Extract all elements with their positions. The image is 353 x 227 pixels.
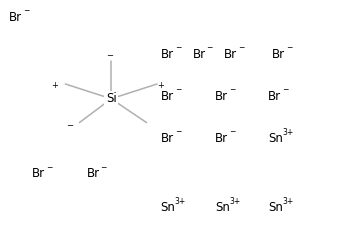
Text: Br: Br xyxy=(215,132,228,145)
Text: Br: Br xyxy=(161,90,174,103)
Text: Sn: Sn xyxy=(268,132,283,145)
Text: −: − xyxy=(282,86,289,95)
Text: −: − xyxy=(286,44,292,53)
Text: Sn: Sn xyxy=(268,201,283,214)
Text: −: − xyxy=(175,86,181,95)
Text: −: − xyxy=(207,44,213,53)
Text: −: − xyxy=(23,6,29,15)
Text: 3+: 3+ xyxy=(229,197,241,206)
Text: −: − xyxy=(175,128,181,137)
Text: Br: Br xyxy=(215,90,228,103)
Text: −: − xyxy=(106,51,113,60)
Text: 3+: 3+ xyxy=(175,197,186,206)
Text: −: − xyxy=(175,44,181,53)
Text: +: + xyxy=(51,81,58,90)
Text: Br: Br xyxy=(224,48,237,61)
Text: −: − xyxy=(238,44,245,53)
Text: Br: Br xyxy=(272,48,285,61)
Text: −: − xyxy=(46,163,52,172)
Text: −: − xyxy=(101,163,107,172)
Text: Sn: Sn xyxy=(161,201,175,214)
Text: Br: Br xyxy=(161,132,174,145)
Text: Br: Br xyxy=(161,48,174,61)
Text: Sn: Sn xyxy=(215,201,230,214)
Text: −: − xyxy=(66,121,73,131)
Text: Br: Br xyxy=(9,10,22,24)
Text: +: + xyxy=(157,81,164,90)
Text: Br: Br xyxy=(86,167,100,180)
Text: 3+: 3+ xyxy=(282,197,294,206)
Text: −: − xyxy=(229,128,236,137)
Text: Br: Br xyxy=(192,48,205,61)
Text: 3+: 3+ xyxy=(282,128,294,137)
Text: Br: Br xyxy=(32,167,45,180)
Text: −: − xyxy=(229,86,236,95)
Text: Br: Br xyxy=(268,90,281,103)
Text: Si: Si xyxy=(106,92,116,105)
